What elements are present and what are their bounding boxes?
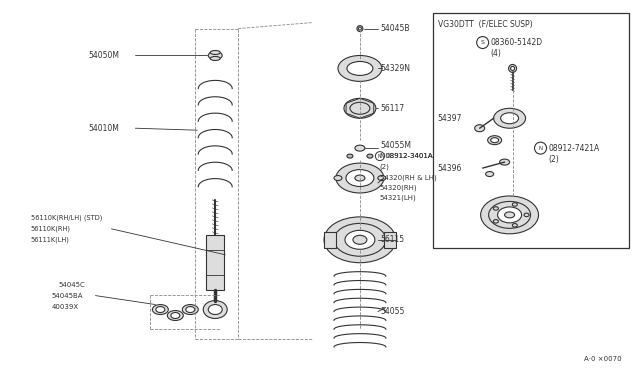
Ellipse shape: [345, 230, 375, 249]
Text: N: N: [378, 154, 381, 158]
Text: 54320(RH & LH): 54320(RH & LH): [380, 175, 436, 181]
Text: 56117: 56117: [380, 104, 404, 113]
Bar: [324, 232, 336, 248]
Ellipse shape: [355, 145, 365, 151]
Text: S: S: [481, 40, 484, 45]
Ellipse shape: [210, 51, 220, 54]
Ellipse shape: [491, 138, 499, 143]
Bar: [384, 232, 396, 248]
Text: 56110K(RH/LH) (STD): 56110K(RH/LH) (STD): [31, 215, 102, 221]
Ellipse shape: [152, 305, 168, 314]
Ellipse shape: [208, 51, 222, 60]
Ellipse shape: [353, 235, 367, 244]
Text: A·0 ×0070: A·0 ×0070: [584, 356, 621, 362]
Ellipse shape: [156, 307, 165, 312]
Text: 08912-3401A: 08912-3401A: [386, 153, 433, 159]
Text: VG30DTT  (F/ELEC SUSP): VG30DTT (F/ELEC SUSP): [438, 20, 532, 29]
Bar: [433, 13, 629, 248]
Text: 08360-5142D: 08360-5142D: [491, 38, 543, 47]
Ellipse shape: [509, 64, 516, 73]
Ellipse shape: [493, 207, 499, 210]
Text: 56111K(LH): 56111K(LH): [31, 237, 70, 243]
Text: 56110K(RH): 56110K(RH): [31, 225, 70, 232]
Text: 54396: 54396: [438, 164, 462, 173]
Ellipse shape: [504, 212, 515, 218]
Ellipse shape: [493, 108, 525, 128]
Ellipse shape: [350, 102, 370, 114]
Ellipse shape: [344, 98, 376, 118]
Ellipse shape: [500, 113, 518, 124]
Text: 54329N: 54329N: [380, 64, 410, 73]
Text: 54010M: 54010M: [88, 124, 120, 133]
Text: N​08912-3401A: N​08912-3401A: [380, 153, 433, 159]
Ellipse shape: [182, 305, 198, 314]
Ellipse shape: [347, 61, 373, 76]
Ellipse shape: [511, 67, 515, 70]
Bar: [206, 235, 224, 290]
Text: (2): (2): [548, 155, 559, 164]
Text: 54045B: 54045B: [380, 24, 410, 33]
Ellipse shape: [355, 175, 365, 181]
Text: 08912-7421A: 08912-7421A: [548, 144, 600, 153]
Ellipse shape: [498, 207, 522, 223]
Ellipse shape: [488, 202, 531, 228]
Ellipse shape: [524, 213, 529, 217]
Text: 54050M: 54050M: [88, 51, 120, 60]
Ellipse shape: [208, 305, 222, 314]
Ellipse shape: [204, 301, 227, 318]
Text: 54397: 54397: [438, 114, 462, 123]
Text: 54045BA: 54045BA: [52, 293, 83, 299]
Ellipse shape: [367, 154, 373, 158]
Ellipse shape: [324, 217, 396, 263]
Text: 54055: 54055: [380, 307, 404, 316]
Text: (4): (4): [491, 49, 502, 58]
Ellipse shape: [358, 27, 362, 30]
Ellipse shape: [347, 154, 353, 158]
Text: (2): (2): [380, 164, 390, 170]
Ellipse shape: [488, 136, 502, 145]
Ellipse shape: [513, 224, 517, 227]
Ellipse shape: [378, 176, 386, 180]
Text: 54320(RH): 54320(RH): [380, 185, 417, 191]
Ellipse shape: [481, 196, 538, 234]
Ellipse shape: [338, 55, 382, 81]
Text: 56115: 56115: [380, 235, 404, 244]
Text: 54321(LH): 54321(LH): [380, 195, 417, 201]
Ellipse shape: [334, 176, 342, 180]
Ellipse shape: [334, 223, 386, 256]
Ellipse shape: [493, 219, 499, 223]
Text: 40039X: 40039X: [52, 304, 79, 310]
Text: 54045C: 54045C: [59, 282, 85, 288]
Ellipse shape: [171, 312, 180, 318]
Ellipse shape: [186, 307, 195, 312]
Ellipse shape: [486, 171, 493, 177]
Ellipse shape: [513, 203, 517, 206]
Text: N: N: [538, 146, 543, 151]
Ellipse shape: [346, 170, 374, 186]
Ellipse shape: [357, 26, 363, 32]
Ellipse shape: [475, 125, 484, 132]
Ellipse shape: [336, 163, 384, 193]
Ellipse shape: [167, 311, 183, 321]
Ellipse shape: [210, 57, 220, 61]
Text: 54055M: 54055M: [380, 141, 411, 150]
Ellipse shape: [500, 159, 509, 165]
